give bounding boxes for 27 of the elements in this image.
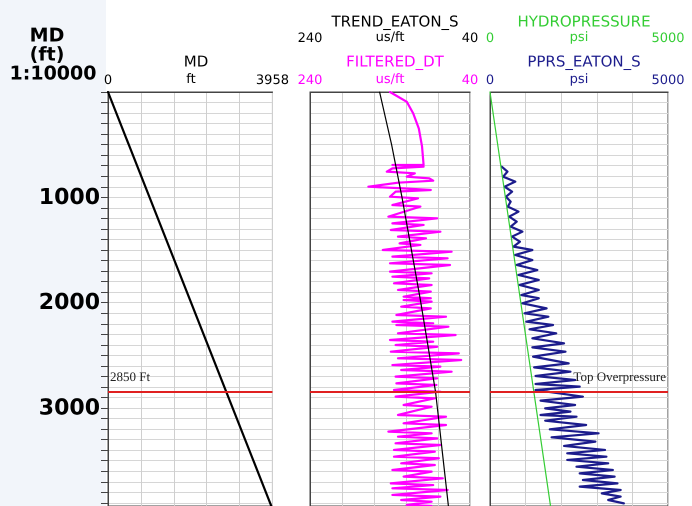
text: TREND_EATON_S (330, 12, 459, 30)
x-tick-label: 5000 (651, 73, 685, 88)
x2-tick-label: 40 (462, 31, 478, 46)
ref-line-label: Top Overpressure (573, 369, 666, 384)
x-tick-label: 0 (104, 73, 112, 88)
x2-tick-label: 240 (298, 31, 322, 46)
y-axis-title: MD (ft) (30, 24, 64, 66)
y-tick-label: 3000 (38, 396, 100, 421)
y-tick-label: 2000 (38, 290, 100, 316)
x-axis-title: ft (186, 72, 196, 87)
text: PPRS_EATON_S (527, 52, 641, 70)
x-tick-label: 40 (462, 73, 478, 88)
ref-line-label: 2850 Ft (110, 369, 150, 384)
x-axis-title: psi (570, 72, 588, 87)
text: MD (184, 52, 208, 70)
x2-tick-label: 0 (486, 31, 494, 46)
text: FILTERED_DT (346, 52, 445, 70)
text: HYDROPRESSURE (517, 12, 651, 30)
x2-tick-label: 5000 (651, 31, 685, 46)
x-tick-label: 240 (298, 73, 322, 88)
x2-axis-title: us/ft (376, 30, 404, 45)
x2-axis-title: psi (570, 30, 588, 45)
y-tick-label: 1000 (38, 184, 100, 210)
chart-subtitle: 1:10000 (10, 62, 96, 84)
x-tick-label: 0 (486, 73, 494, 88)
x-tick-label: 3958 (256, 73, 290, 88)
x-axis-title: us/ft (376, 72, 404, 87)
